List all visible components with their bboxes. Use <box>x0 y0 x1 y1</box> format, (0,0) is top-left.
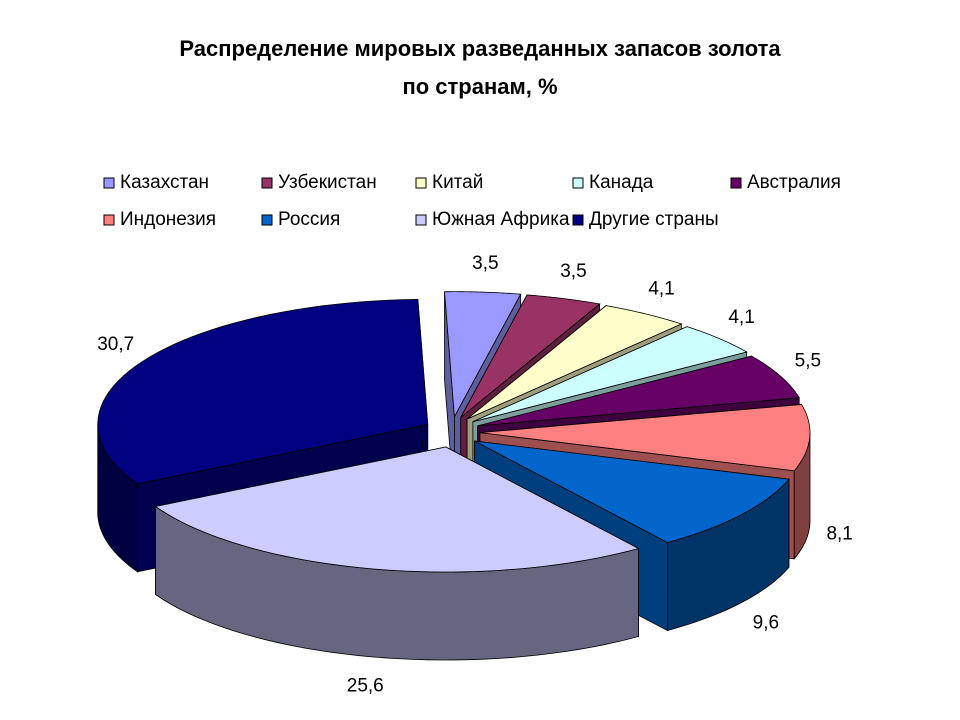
slice-top <box>444 291 522 419</box>
legend-label: Китай <box>432 172 483 193</box>
legend-swatch <box>261 177 273 189</box>
legend-item-китай: Китай <box>415 172 483 193</box>
legend-swatch <box>572 177 584 189</box>
legend-label: Австралия <box>747 172 841 193</box>
legend-item-южная-африка: Южная Африка <box>415 209 570 230</box>
legend-label: Канада <box>589 172 654 193</box>
data-label-австралия: 5,5 <box>795 350 821 371</box>
pie-plot <box>97 291 811 661</box>
legend-label: Россия <box>278 209 340 230</box>
chart-title-line-2: по странам, % <box>402 74 558 99</box>
slice-top <box>477 355 800 427</box>
data-label-южная-африка: 25,6 <box>347 675 384 696</box>
slice-top <box>466 305 683 420</box>
legend-item-казахстан: Казахстан <box>103 172 209 193</box>
legend-item-другие-страны: Другие страны <box>572 209 719 230</box>
legend-swatch <box>415 214 427 226</box>
slice-южная-африка <box>154 446 640 661</box>
legend-item-узбекистан: Узбекистан <box>261 172 377 193</box>
slice-top <box>97 298 429 485</box>
legend-label: Индонезия <box>120 209 216 230</box>
slice-top <box>460 294 601 418</box>
chart-title: Распределение мировых разведанных запасо… <box>0 30 960 106</box>
data-label-другие-страны: 30,7 <box>97 334 134 355</box>
data-label-узбекистан: 3,5 <box>560 261 586 282</box>
legend-swatch <box>103 177 115 189</box>
legend-swatch <box>261 214 273 226</box>
legend-label: Казахстан <box>120 172 209 193</box>
slice-top <box>472 326 748 423</box>
legend-item-канада: Канада <box>572 172 654 193</box>
legend-item-индонезия: Индонезия <box>103 209 216 230</box>
legend-swatch <box>572 214 584 226</box>
legend-label: Южная Африка <box>432 209 570 230</box>
slice-top <box>479 404 811 472</box>
legend: Казахстан Узбекистан Китай Канада Австралия И… <box>103 172 841 230</box>
legend-label: Другие страны <box>589 209 719 230</box>
data-label-китай: 4,1 <box>648 278 674 299</box>
chart-title-line-1: Распределение мировых разведанных запасо… <box>179 36 781 61</box>
legend-item-россия: Россия <box>261 209 340 230</box>
data-labels: 3,5 3,5 4,1 4,1 5,5 8,1 9,6 25,6 30,7 <box>97 253 853 696</box>
data-label-канада: 4,1 <box>728 307 754 328</box>
legend-swatch <box>730 177 742 189</box>
slice-top <box>154 446 640 573</box>
data-label-казахстан: 3,5 <box>472 253 498 274</box>
legend-swatch <box>103 214 115 226</box>
legend-swatch <box>415 177 427 189</box>
legend-item-австралия: Австралия <box>730 172 841 193</box>
data-label-россия: 9,6 <box>753 612 779 633</box>
data-label-индонезия: 8,1 <box>826 524 852 545</box>
legend-label: Узбекистан <box>278 172 377 193</box>
slice-top <box>474 440 790 543</box>
